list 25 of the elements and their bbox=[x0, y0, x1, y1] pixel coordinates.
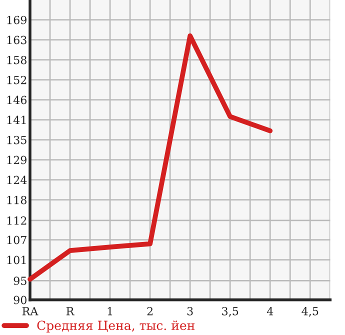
y-tick-label: 152 bbox=[7, 76, 26, 84]
x-tick-label: 3,5 bbox=[222, 306, 238, 317]
x-tick-label: 4 bbox=[266, 306, 274, 316]
x-tick-label: R bbox=[66, 307, 74, 316]
y-tick-label: 169 bbox=[7, 16, 26, 24]
x-tick-label: 4,5 bbox=[302, 306, 318, 317]
legend-label: Средняя Цена, тыс. йен bbox=[37, 320, 195, 333]
y-tick-label: 146 bbox=[7, 96, 27, 104]
y-tick-label: 118 bbox=[7, 196, 26, 204]
x-tick-label: 1 bbox=[108, 306, 112, 316]
x-tick-label: 3 bbox=[187, 306, 193, 316]
y-tick-label: 135 bbox=[7, 136, 26, 144]
x-tick-label: 2 bbox=[147, 306, 153, 316]
x-tick-label: RA bbox=[22, 307, 38, 316]
y-tick-label: 124 bbox=[7, 176, 27, 184]
y-tick-label: 107 bbox=[7, 236, 26, 244]
y-tick-label: 101 bbox=[7, 256, 26, 264]
line-series bbox=[28, 33, 273, 282]
y-tick-label: 129 bbox=[7, 156, 26, 164]
y-tick-label: 112 bbox=[7, 216, 26, 225]
y-tick-label: 163 bbox=[7, 36, 26, 44]
y-tick-label: 158 bbox=[7, 56, 26, 64]
y-tick-label: 141 bbox=[7, 116, 26, 124]
y-tick-label: 95 bbox=[14, 276, 26, 286]
y-tick-label: 90 bbox=[14, 296, 26, 304]
